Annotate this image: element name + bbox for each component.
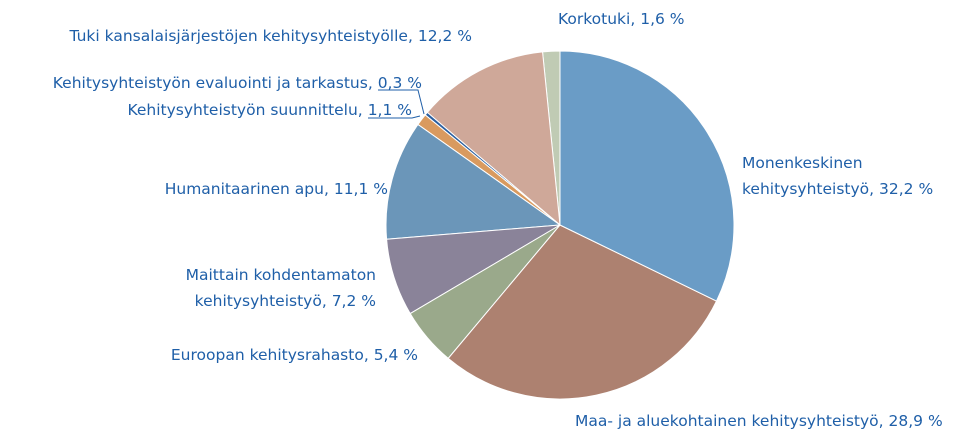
leader-line xyxy=(368,115,421,119)
leader-line xyxy=(378,89,425,115)
value-label: 1,1 % xyxy=(367,101,412,119)
category-name: Kehitysyhteistyön evaluointi ja tarkastu… xyxy=(52,74,373,92)
category-name: Euroopan kehitysrahasto, xyxy=(170,346,369,364)
value-label: 11,1 % xyxy=(333,180,388,198)
value-label: 7,2 % xyxy=(331,292,376,310)
value-label: 28,9 % xyxy=(888,412,943,430)
value-label: 12,2 % xyxy=(417,27,472,45)
category-name: Maittain kohdentamaton kehitysyhteistyö, xyxy=(185,266,376,310)
pie-slice xyxy=(385,123,562,240)
value-label: 5,4 % xyxy=(373,346,418,364)
slice-label: Kehitysyhteistyön evaluointi ja tarkastu… xyxy=(2,70,422,96)
value-label: 32,2 % xyxy=(879,180,934,198)
pie-slice xyxy=(559,50,735,302)
category-name: Maa- ja aluekohtainen kehitysyhteistyö, xyxy=(575,412,884,430)
slice-label: Tuki kansalaisjärjestöjen kehitysyhteist… xyxy=(2,23,472,49)
slice-label: Euroopan kehitysrahasto, 5,4 % xyxy=(118,342,418,368)
category-name: Kehitysyhteistyön suunnittelu, xyxy=(127,101,363,119)
category-name: Humanitaarinen apu, xyxy=(164,180,329,198)
slice-label: Kehitysyhteistyön suunnittelu, 1,1 % xyxy=(82,97,412,123)
category-name: Tuki kansalaisjärjestöjen kehitysyhteist… xyxy=(69,27,413,45)
slice-label: Maa- ja aluekohtainen kehitysyhteistyö, … xyxy=(575,408,962,434)
category-name: Monenkeskinen kehitysyhteistyö, xyxy=(742,154,875,198)
value-label: 0,3 % xyxy=(377,74,422,92)
category-name: Korkotuki, xyxy=(558,10,636,28)
slice-label: Maittain kohdentamaton kehitysyhteistyö,… xyxy=(146,262,376,314)
pie-slice xyxy=(426,51,561,227)
slice-label: Korkotuki, 1,6 % xyxy=(558,6,758,32)
slice-label: Monenkeskinen kehitysyhteistyö, 32,2 % xyxy=(742,150,962,202)
slice-label: Humanitaarinen apu, 11,1 % xyxy=(88,176,388,202)
value-label: 1,6 % xyxy=(640,10,685,28)
